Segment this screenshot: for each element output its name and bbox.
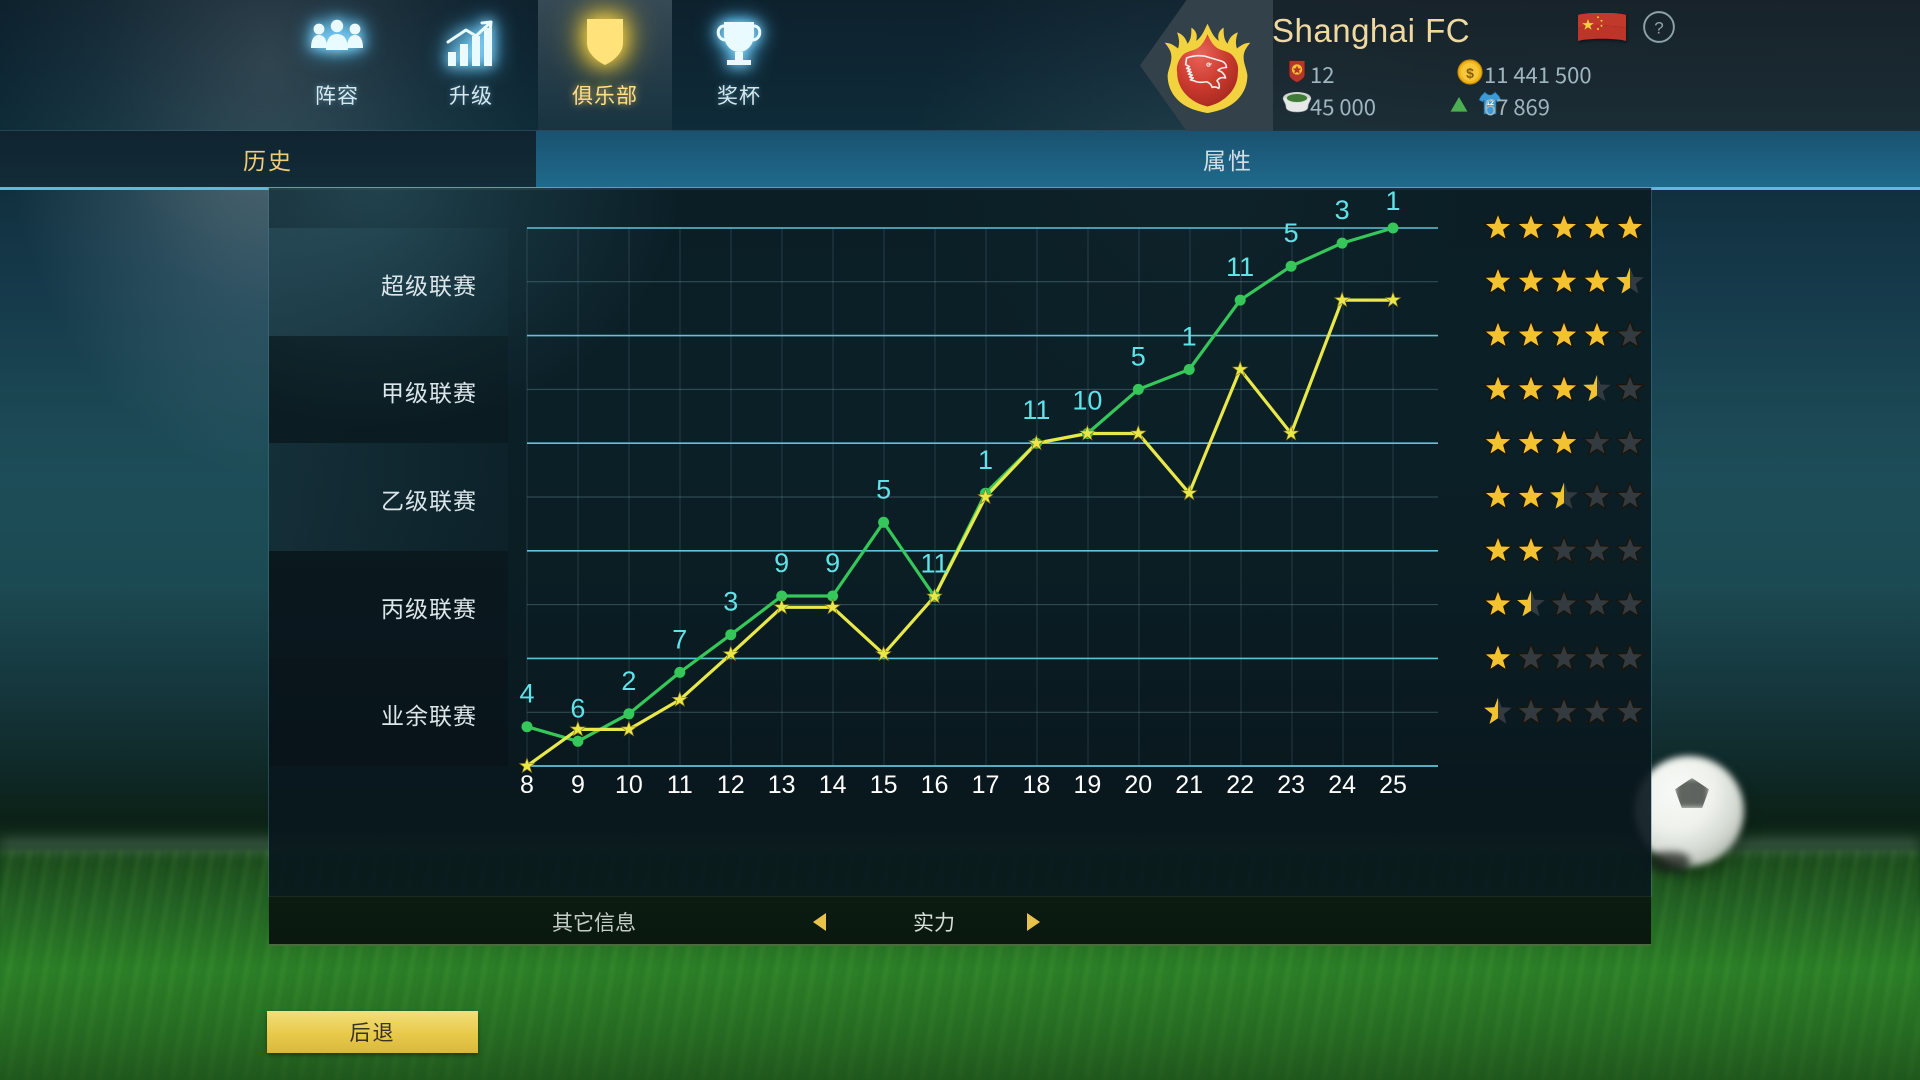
svg-text:3: 3	[1335, 195, 1350, 225]
svg-text:7: 7	[672, 624, 687, 654]
svg-text:12: 12	[717, 771, 745, 799]
svg-text:9: 9	[825, 548, 840, 578]
svg-text:21: 21	[1175, 771, 1203, 799]
svg-text:6: 6	[570, 693, 585, 723]
svg-text:1: 1	[978, 445, 993, 475]
svg-text:11: 11	[667, 771, 693, 799]
svg-text:11: 11	[1226, 252, 1254, 282]
svg-text:19: 19	[1073, 771, 1101, 799]
svg-text:5: 5	[876, 474, 891, 504]
svg-text:20: 20	[1124, 771, 1152, 799]
svg-text:1: 1	[1182, 322, 1197, 352]
svg-text:5: 5	[1284, 218, 1299, 248]
svg-text:8: 8	[520, 771, 534, 799]
svg-text:4: 4	[519, 679, 534, 709]
svg-text:13: 13	[768, 771, 796, 799]
svg-text:10: 10	[1072, 386, 1102, 416]
svg-text:25: 25	[1379, 771, 1407, 799]
svg-text:2: 2	[621, 666, 636, 696]
svg-text:23: 23	[1277, 771, 1305, 799]
svg-text:9: 9	[571, 771, 585, 799]
svg-text:11: 11	[920, 549, 948, 579]
svg-text:5: 5	[1131, 341, 1146, 371]
svg-text:11: 11	[1022, 395, 1050, 425]
svg-text:14: 14	[819, 771, 847, 799]
svg-text:10: 10	[615, 771, 643, 799]
svg-text:15: 15	[870, 771, 898, 799]
svg-text:16: 16	[921, 771, 949, 799]
svg-text:9: 9	[774, 548, 789, 578]
svg-text:?: ?	[1654, 18, 1663, 37]
svg-text:3: 3	[723, 587, 738, 617]
svg-text:22: 22	[1226, 771, 1254, 799]
svg-text:24: 24	[1328, 771, 1356, 799]
svg-text:18: 18	[1022, 771, 1050, 799]
svg-text:17: 17	[972, 771, 1000, 799]
svg-text:1: 1	[1385, 188, 1400, 216]
svg-text:$: $	[1466, 65, 1474, 81]
